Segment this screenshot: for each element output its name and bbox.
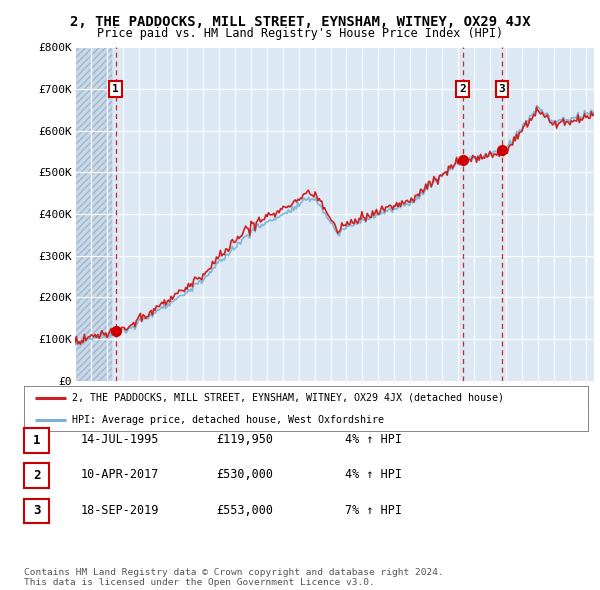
Text: 4% ↑ HPI: 4% ↑ HPI — [345, 433, 402, 446]
Text: £553,000: £553,000 — [216, 504, 273, 517]
Text: £119,950: £119,950 — [216, 433, 273, 446]
Text: £530,000: £530,000 — [216, 468, 273, 481]
Text: 2: 2 — [459, 84, 466, 94]
Text: 2, THE PADDOCKS, MILL STREET, EYNSHAM, WITNEY, OX29 4JX: 2, THE PADDOCKS, MILL STREET, EYNSHAM, W… — [70, 15, 530, 29]
Text: 2: 2 — [33, 469, 40, 482]
Text: HPI: Average price, detached house, West Oxfordshire: HPI: Average price, detached house, West… — [72, 415, 384, 425]
Text: 4% ↑ HPI: 4% ↑ HPI — [345, 468, 402, 481]
Text: 18-SEP-2019: 18-SEP-2019 — [81, 504, 160, 517]
Text: 3: 3 — [33, 504, 40, 517]
Text: 3: 3 — [499, 84, 505, 94]
Text: 1: 1 — [112, 84, 119, 94]
Text: 10-APR-2017: 10-APR-2017 — [81, 468, 160, 481]
Text: 2, THE PADDOCKS, MILL STREET, EYNSHAM, WITNEY, OX29 4JX (detached house): 2, THE PADDOCKS, MILL STREET, EYNSHAM, W… — [72, 392, 504, 402]
Text: Contains HM Land Registry data © Crown copyright and database right 2024.
This d: Contains HM Land Registry data © Crown c… — [24, 568, 444, 587]
Text: 1: 1 — [33, 434, 40, 447]
Text: Price paid vs. HM Land Registry's House Price Index (HPI): Price paid vs. HM Land Registry's House … — [97, 27, 503, 40]
Bar — [75, 47, 112, 381]
Text: 14-JUL-1995: 14-JUL-1995 — [81, 433, 160, 446]
Text: 7% ↑ HPI: 7% ↑ HPI — [345, 504, 402, 517]
Bar — [75, 47, 112, 381]
